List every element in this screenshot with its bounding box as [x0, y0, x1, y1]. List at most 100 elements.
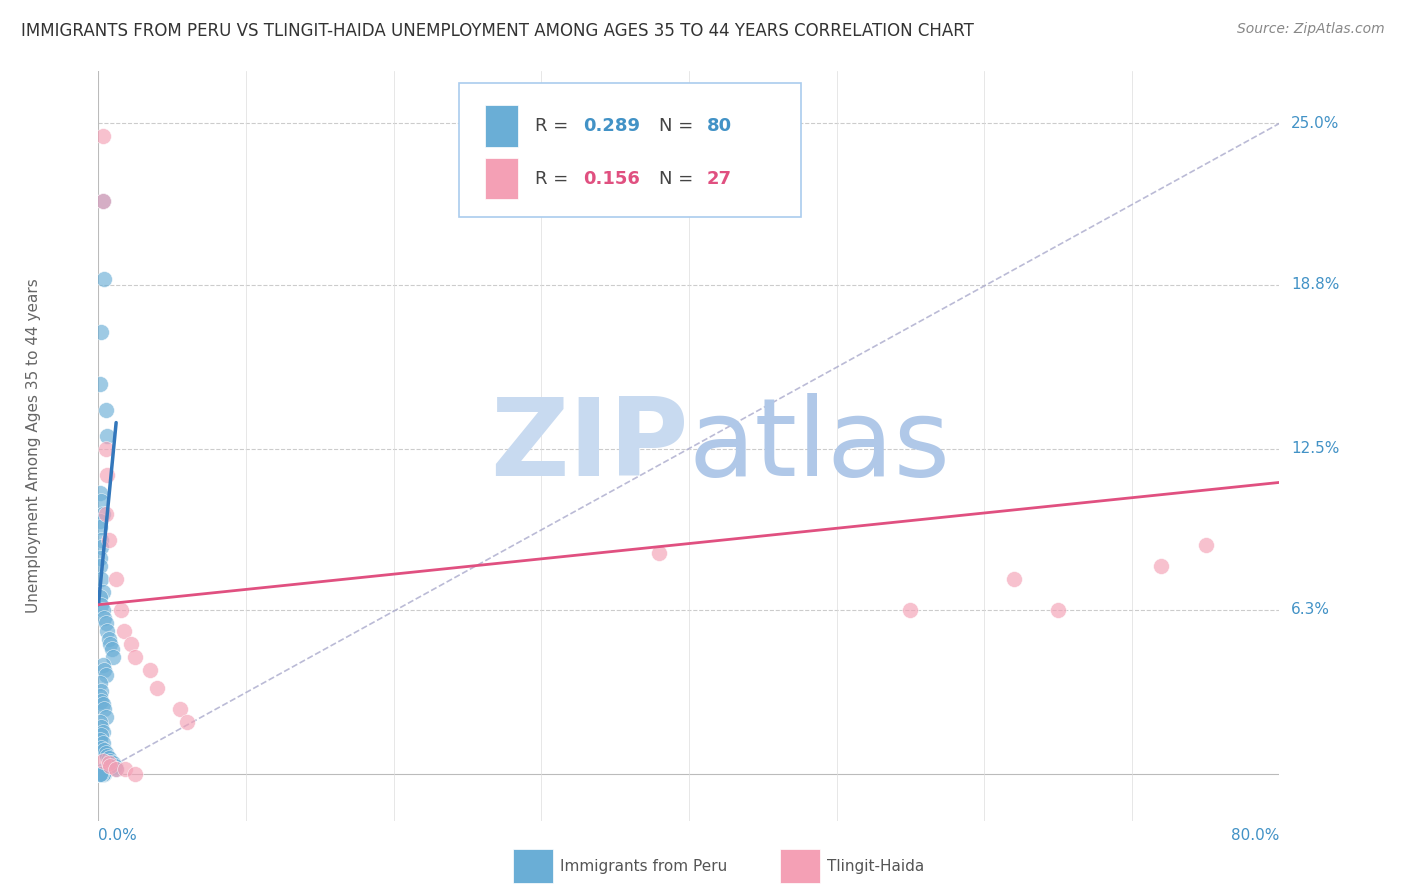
Point	[93, 611, 115, 625]
Point	[90, 728, 112, 742]
Point	[90, 767, 112, 781]
Point	[93, 272, 115, 286]
Point	[96, 428, 118, 442]
Point	[94, 615, 117, 630]
Point	[91, 129, 114, 144]
Point	[89, 767, 111, 781]
Point	[89, 675, 111, 690]
Point	[120, 637, 142, 651]
Point	[89, 767, 111, 781]
Point	[112, 624, 135, 638]
Point	[97, 756, 120, 771]
Point	[94, 442, 117, 456]
Point	[91, 194, 114, 209]
Point	[91, 657, 114, 672]
Point	[89, 767, 111, 781]
Point	[91, 194, 114, 209]
Point	[105, 572, 128, 586]
Text: Tlingit-Haida: Tlingit-Haida	[827, 859, 924, 873]
Point	[89, 590, 111, 604]
Point	[91, 767, 114, 781]
Point	[91, 767, 114, 781]
Point	[89, 515, 111, 529]
Point	[91, 725, 114, 739]
Text: 6.3%: 6.3%	[1291, 602, 1330, 617]
Point	[1002, 572, 1025, 586]
Point	[94, 668, 117, 682]
Text: N =: N =	[659, 117, 699, 135]
Point	[90, 767, 112, 781]
Point	[90, 541, 112, 555]
Point	[90, 683, 112, 698]
Point	[89, 733, 111, 747]
Point	[100, 642, 122, 657]
Point	[103, 649, 125, 664]
Point	[90, 493, 112, 508]
Point	[90, 572, 112, 586]
Text: Unemployment Among Ages 35 to 44 years: Unemployment Among Ages 35 to 44 years	[25, 278, 41, 614]
Point	[146, 681, 169, 695]
Point	[96, 748, 118, 763]
Point	[90, 767, 112, 781]
Point	[90, 694, 112, 708]
Point	[89, 558, 111, 573]
Text: N =: N =	[659, 169, 699, 187]
Point	[110, 603, 132, 617]
Text: Immigrants from Peru: Immigrants from Peru	[560, 859, 727, 873]
Point	[89, 767, 111, 781]
Point	[94, 507, 117, 521]
Point	[90, 767, 112, 781]
Point	[114, 762, 136, 776]
Text: 0.156: 0.156	[582, 169, 640, 187]
Point	[89, 550, 111, 565]
Point	[89, 767, 111, 781]
Point	[93, 702, 115, 716]
Point	[90, 767, 112, 781]
Point	[94, 402, 117, 417]
Point	[97, 533, 120, 547]
Point	[176, 714, 198, 729]
Point	[103, 756, 125, 771]
Point	[91, 767, 114, 781]
Point	[90, 533, 112, 547]
Text: 25.0%: 25.0%	[1291, 116, 1340, 131]
Point	[97, 632, 120, 646]
Point	[900, 603, 922, 617]
Point	[89, 767, 111, 781]
Point	[89, 767, 111, 781]
Text: IMMIGRANTS FROM PERU VS TLINGIT-HAIDA UNEMPLOYMENT AMONG AGES 35 TO 44 YEARS COR: IMMIGRANTS FROM PERU VS TLINGIT-HAIDA UN…	[21, 22, 974, 40]
Text: 0.0%: 0.0%	[98, 829, 138, 844]
Text: 27: 27	[707, 169, 731, 187]
Point	[139, 663, 162, 677]
Text: R =: R =	[536, 169, 575, 187]
Point	[124, 649, 146, 664]
Point	[105, 762, 128, 776]
Point	[96, 467, 118, 482]
Point	[93, 663, 115, 677]
Point	[90, 767, 112, 781]
Text: 18.8%: 18.8%	[1291, 277, 1340, 293]
Point	[90, 598, 112, 612]
Point	[98, 754, 121, 768]
Point	[90, 720, 112, 734]
Point	[93, 767, 115, 781]
Point	[1195, 538, 1218, 552]
Point	[91, 603, 114, 617]
Point	[89, 714, 111, 729]
Point	[89, 689, 111, 703]
Text: 80: 80	[707, 117, 731, 135]
Text: 12.5%: 12.5%	[1291, 442, 1340, 456]
Point	[169, 702, 191, 716]
Point	[1150, 558, 1173, 573]
Text: 0.289: 0.289	[582, 117, 640, 135]
Point	[89, 767, 111, 781]
Text: 80.0%: 80.0%	[1232, 829, 1279, 844]
Point	[90, 767, 112, 781]
Point	[91, 584, 114, 599]
Point	[89, 519, 111, 533]
Point	[94, 709, 117, 723]
Point	[93, 743, 115, 757]
Point	[89, 485, 111, 500]
Point	[90, 325, 112, 339]
Point	[91, 697, 114, 711]
